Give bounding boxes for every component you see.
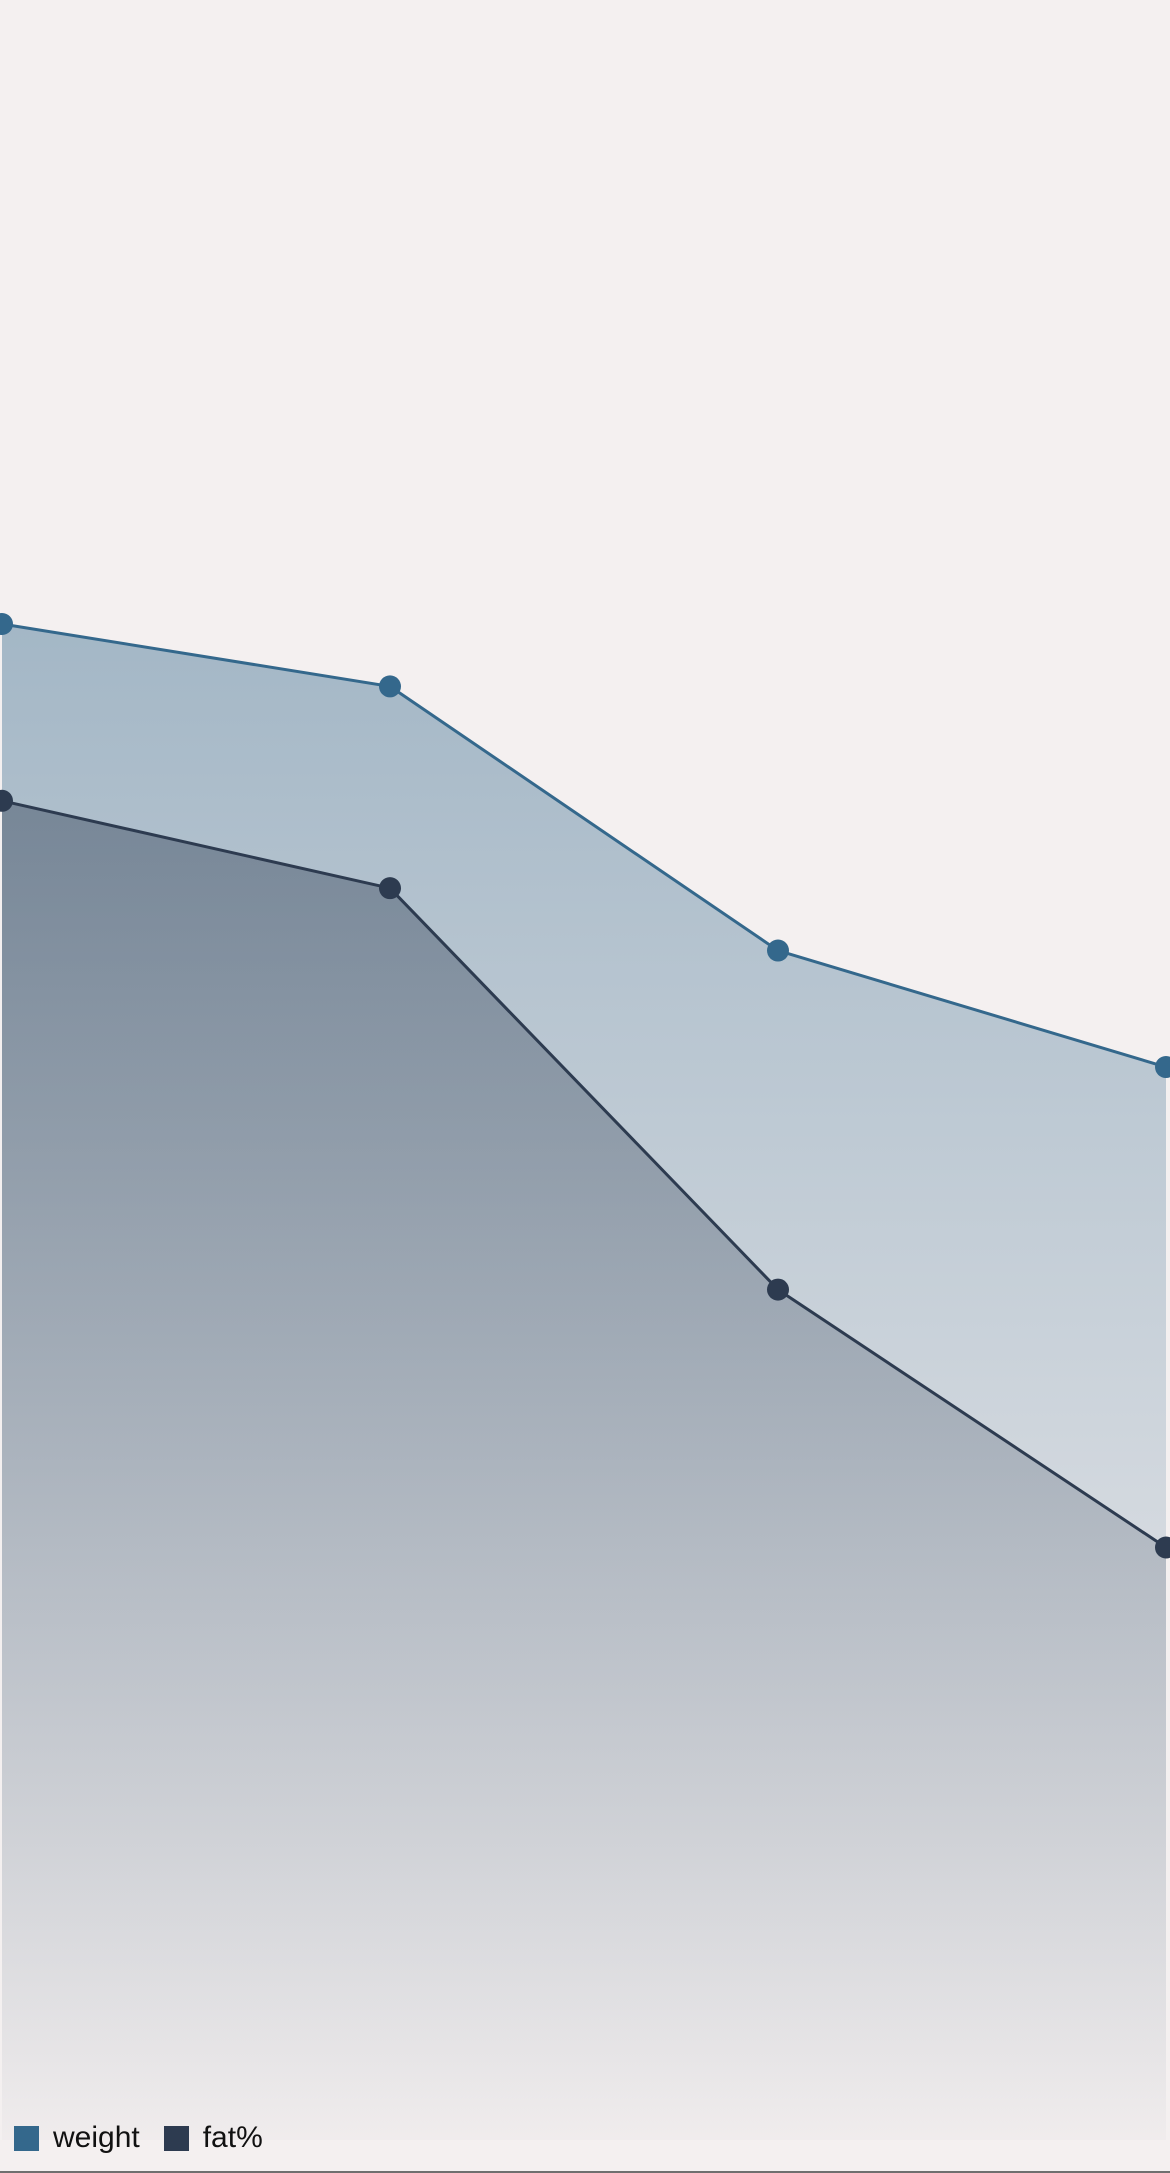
data-point-weight-2[interactable] [767,939,789,962]
legend-item-fat[interactable]: fat% [163,2121,263,2154]
series-line-weight [1,622,1167,1069]
legend-swatch-fat [163,2125,189,2151]
data-point-weight-3[interactable] [1155,1056,1170,1079]
data-point-fat-1[interactable] [379,877,401,900]
data-point-fat-0[interactable] [0,789,13,812]
data-point-weight-0[interactable] [0,613,13,635]
data-point-fat-2[interactable] [767,1278,789,1301]
legend-item-weight[interactable]: weight [14,2123,140,2153]
series-line-fat [1,799,1167,1549]
legend-label-fat: fat% [202,2121,263,2154]
legend-swatch-weight [14,2125,39,2151]
bottom-divider [0,2171,1170,2173]
data-point-fat-3[interactable] [1155,1536,1170,1559]
data-point-weight-1[interactable] [379,675,401,698]
legend-label-weight: weight [53,2121,140,2154]
chart-legend: weight fat% [14,2120,263,2156]
area-fill-fat [2,800,1166,2140]
